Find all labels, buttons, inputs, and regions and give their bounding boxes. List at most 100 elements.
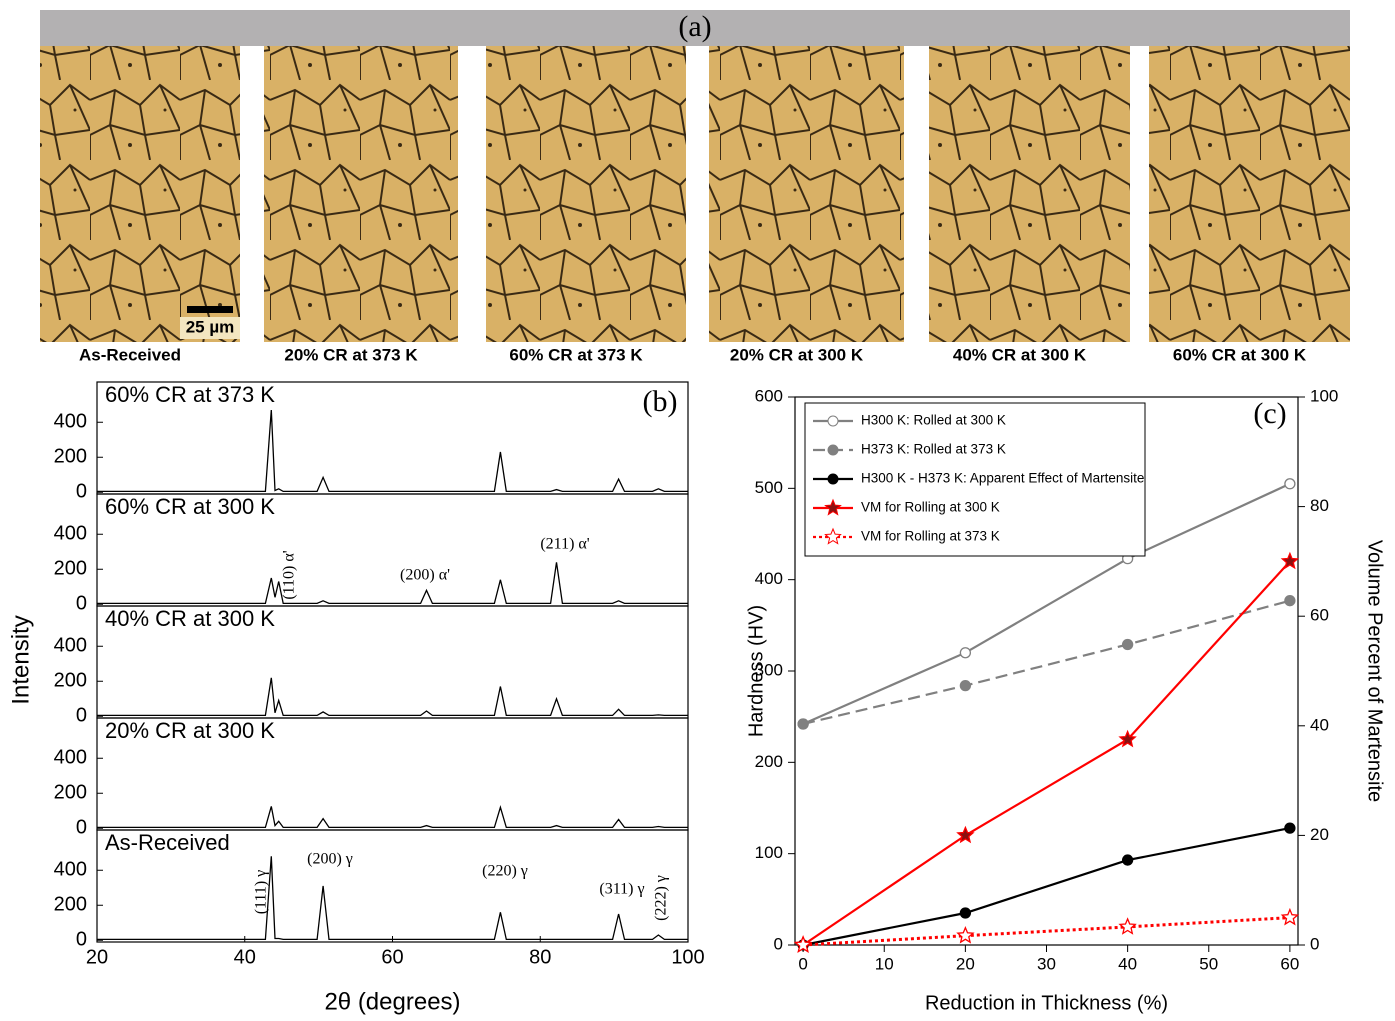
marker — [959, 679, 972, 692]
x-tick-label: 40 — [1118, 954, 1137, 973]
subplot-label: As-Received — [105, 830, 230, 855]
y-tick-label: 100 — [755, 843, 783, 862]
legend-label: H373 K: Rolled at 373 K — [861, 442, 1006, 457]
y-tick-label: 0 — [774, 934, 783, 953]
marker — [1280, 907, 1300, 926]
y2-tick-label: 100 — [1310, 386, 1338, 405]
xrd-pattern — [97, 562, 688, 605]
micrograph — [264, 46, 458, 342]
legend-label: H300 K: Rolled at 300 K — [861, 413, 1006, 428]
x-tick-label: 30 — [1037, 954, 1056, 973]
legend-marker — [824, 498, 842, 516]
panel-label: (a) — [678, 10, 711, 43]
marker — [1284, 478, 1296, 490]
y-tick-label: 400 — [54, 523, 87, 545]
marker — [1121, 638, 1134, 651]
y-tick-label: 600 — [755, 386, 783, 405]
x-tick-label: 50 — [1199, 954, 1218, 973]
legend-label: VM for Rolling at 373 K — [861, 529, 1000, 544]
legend-label: VM for Rolling at 300 K — [861, 500, 1000, 515]
legend-marker — [827, 473, 839, 485]
x-tick-label: 20 — [86, 946, 108, 968]
series-line — [802, 560, 1291, 946]
y2-tick-label: 60 — [1310, 606, 1329, 625]
x-tick-label: 0 — [798, 954, 807, 973]
peak-label: (222) γ — [653, 875, 670, 921]
x-tick-label: 100 — [671, 946, 704, 968]
y-tick-label: 400 — [755, 569, 783, 588]
marker — [1118, 917, 1137, 935]
subplot-label: 60% CR at 300 K — [105, 494, 275, 519]
y-tick-label: 200 — [755, 752, 783, 771]
y-tick-label: 200 — [54, 558, 87, 580]
y2-tick-label: 0 — [1310, 934, 1319, 953]
y-tick-label: 0 — [76, 817, 87, 839]
caption: As-Received — [79, 345, 181, 364]
scale-bar — [187, 306, 233, 313]
series-line — [802, 827, 1291, 947]
marker — [956, 925, 975, 944]
xrd-pattern — [97, 856, 688, 941]
xrd-pattern — [97, 677, 688, 717]
x-tick-label: 20 — [956, 954, 975, 973]
y-tick-label: 0 — [76, 705, 87, 727]
y-tick-label: 0 — [76, 929, 87, 951]
series-line — [802, 599, 1291, 726]
y2-tick-label: 20 — [1310, 825, 1329, 844]
series-line — [802, 482, 1291, 726]
subplot-label: 20% CR at 300 K — [105, 718, 275, 743]
y-tick-label: 200 — [54, 670, 87, 692]
micrograph — [709, 46, 904, 342]
legend-label: H300 K - H373 K: Apparent Effect of Mart… — [861, 471, 1144, 486]
marker — [1284, 822, 1296, 834]
x-tick-label: 10 — [875, 954, 894, 973]
legend-marker — [824, 527, 842, 545]
peak-label: (200) α' — [400, 567, 450, 584]
peak-label: (110) α' — [281, 550, 298, 599]
peak-label: (111) γ — [253, 870, 270, 915]
marker — [959, 647, 972, 659]
peak-label: (211) α' — [540, 536, 589, 553]
micrograph — [40, 46, 240, 342]
micrograph — [929, 46, 1130, 342]
caption: 60% CR at 373 K — [509, 345, 643, 364]
y-tick-label: 0 — [76, 481, 87, 503]
caption: 60% CR at 300 K — [1173, 345, 1307, 364]
header-bar — [40, 10, 1350, 46]
micrograph — [486, 46, 686, 342]
xrd-pattern — [97, 805, 688, 829]
y-tick-label: 200 — [54, 446, 87, 468]
x-tick-label: 60 — [1280, 954, 1299, 973]
caption: 40% CR at 300 K — [953, 345, 1087, 364]
marker — [959, 907, 972, 919]
y-tick-label: 500 — [755, 478, 783, 497]
legend-marker — [827, 415, 839, 427]
marker — [797, 718, 809, 730]
caption: 20% CR at 300 K — [730, 345, 864, 364]
caption: 20% CR at 373 K — [284, 345, 418, 364]
marker — [793, 935, 813, 953]
xrd-pattern — [97, 409, 688, 493]
x-tick-label: 80 — [529, 946, 551, 968]
y-tick-label: 400 — [54, 411, 87, 433]
y2-tick-label: 40 — [1310, 715, 1329, 734]
peak-label: (311) γ — [599, 881, 644, 898]
y2-tick-label: 80 — [1310, 496, 1329, 515]
y-tick-label: 200 — [54, 894, 87, 916]
y-axis-label: Hardness (HV) — [745, 605, 767, 737]
marker — [1280, 551, 1300, 570]
x-axis-label: 2θ (degrees) — [324, 988, 460, 1015]
y-axis-label: Intensity — [7, 615, 34, 704]
micrograph — [1149, 46, 1350, 342]
y-tick-label: 400 — [54, 747, 87, 769]
panel-label: (c) — [1253, 397, 1286, 430]
marker — [956, 825, 975, 844]
x-tick-label: 40 — [234, 946, 256, 968]
y-tick-label: 400 — [54, 635, 87, 657]
y-tick-label: 300 — [755, 660, 783, 679]
scale-bar-label: 25 µm — [186, 317, 235, 336]
legend-box — [804, 402, 1146, 557]
legend-marker — [827, 444, 839, 456]
y2-axis-label: Volume Percent of Martensite — [1364, 540, 1386, 802]
